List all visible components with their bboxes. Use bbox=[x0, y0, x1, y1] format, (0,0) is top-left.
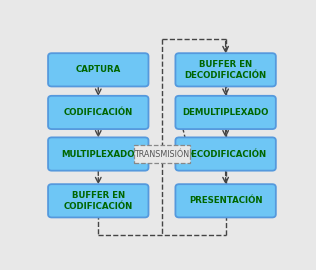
FancyBboxPatch shape bbox=[175, 53, 276, 86]
Text: MULTIPLEXADO: MULTIPLEXADO bbox=[62, 150, 135, 158]
Text: BUFFER EN
CODIFICACIÓN: BUFFER EN CODIFICACIÓN bbox=[64, 191, 133, 211]
FancyBboxPatch shape bbox=[48, 184, 149, 217]
FancyBboxPatch shape bbox=[134, 145, 190, 163]
FancyBboxPatch shape bbox=[48, 137, 149, 171]
FancyBboxPatch shape bbox=[175, 137, 276, 171]
FancyBboxPatch shape bbox=[175, 96, 276, 129]
Text: TRANSMISIÓN: TRANSMISIÓN bbox=[134, 150, 190, 158]
FancyBboxPatch shape bbox=[48, 53, 149, 86]
Text: CODIFICACIÓN: CODIFICACIÓN bbox=[64, 108, 133, 117]
FancyBboxPatch shape bbox=[48, 96, 149, 129]
Text: CAPTURA: CAPTURA bbox=[76, 65, 121, 74]
FancyBboxPatch shape bbox=[175, 184, 276, 217]
Text: DEMULTIPLEXADO: DEMULTIPLEXADO bbox=[182, 108, 269, 117]
Text: DECODIFICACIÓN: DECODIFICACIÓN bbox=[185, 150, 267, 158]
Text: BUFFER EN
DECODIFICACIÓN: BUFFER EN DECODIFICACIÓN bbox=[185, 60, 267, 80]
Text: PRESENTACIÓN: PRESENTACIÓN bbox=[189, 196, 262, 205]
